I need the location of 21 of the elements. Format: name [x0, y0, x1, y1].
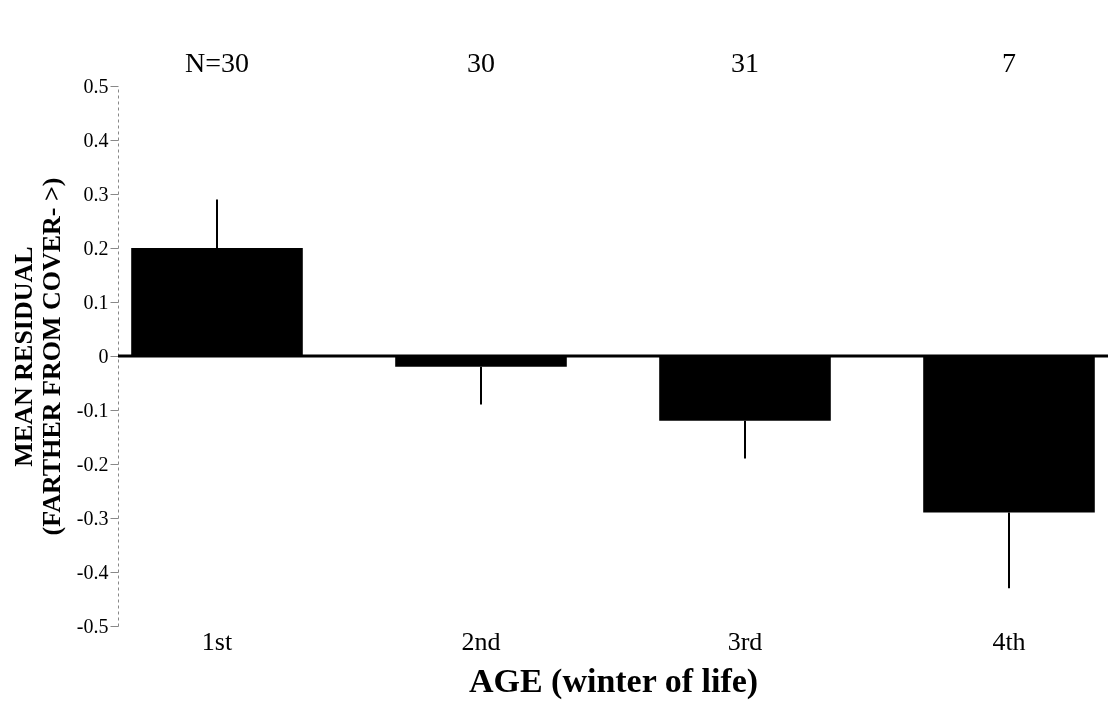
y-tick-label: -0.3 — [76, 506, 109, 529]
y-tick-label: 0.2 — [83, 236, 109, 259]
x-axis-title: AGE (winter of life) — [468, 661, 759, 700]
y-tick-label: -0.1 — [76, 398, 109, 421]
text: N=30 — [184, 47, 250, 78]
y-tick-label: -0.5 — [76, 614, 109, 637]
text: 7 — [1002, 47, 1016, 78]
y-tick-label: 0.3 — [83, 182, 109, 205]
text: 31 — [731, 47, 759, 78]
y-tick-label: 0 — [98, 344, 109, 367]
x-tick-label: 2nd — [461, 626, 501, 656]
y-tick-label: -0.4 — [76, 560, 109, 583]
y-tick-label: 0.4 — [83, 128, 109, 151]
x-tick-label: 1st — [201, 626, 233, 656]
y-tick-label: -0.2 — [76, 452, 109, 475]
x-tick-label: 3rd — [727, 626, 763, 656]
x-tick-label: 4th — [992, 626, 1026, 656]
y-axis-title: MEAN RESIDUAL (FARTHER FROM COVER- >) — [8, 177, 66, 536]
y-tick-label: 0.1 — [83, 290, 109, 313]
y-tick-label: 0.5 — [83, 74, 109, 97]
text: 30 — [467, 47, 495, 78]
